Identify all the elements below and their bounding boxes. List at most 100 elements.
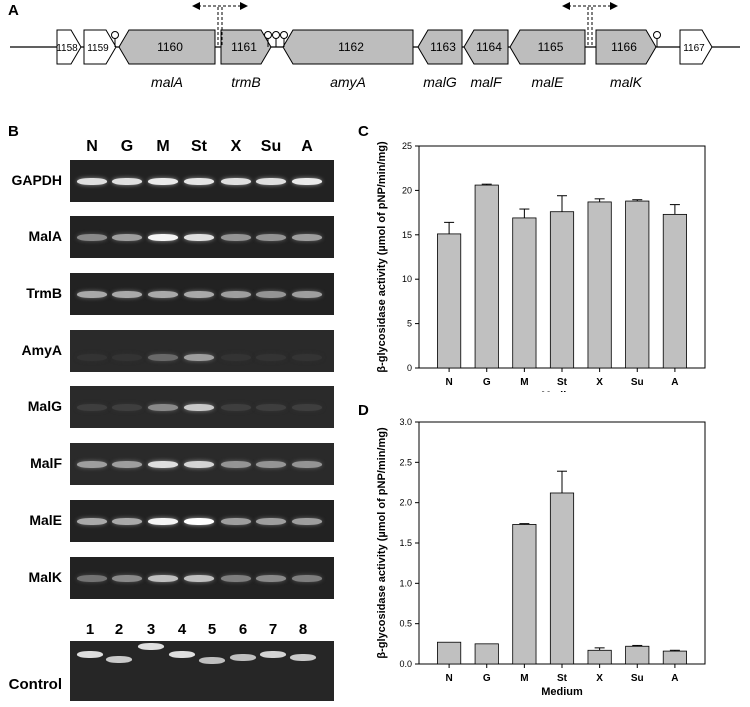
gene-name-malG: malG xyxy=(423,74,457,90)
control-lane-1: 1 xyxy=(85,621,95,638)
gene-name-trmB: trmB xyxy=(231,74,261,90)
gel-band xyxy=(221,291,251,298)
gel-band xyxy=(292,575,322,582)
control-band xyxy=(260,651,286,658)
y-tick-label: 2.5 xyxy=(399,457,412,467)
bar-X xyxy=(587,201,612,369)
x-tick-label-M: M xyxy=(520,377,528,388)
gene-id-1161: 1161 xyxy=(231,40,257,54)
gene-name-malE: malE xyxy=(531,74,564,90)
y-tick-label: 1.0 xyxy=(399,578,412,588)
gene-1167 xyxy=(679,29,713,65)
gel-band xyxy=(256,178,286,185)
gel-band xyxy=(148,291,178,298)
gene-id-1164: 1164 xyxy=(476,40,502,54)
gel-image xyxy=(70,500,334,542)
y-tick-label: 3.0 xyxy=(399,417,412,427)
x-tick-label-Su: Su xyxy=(631,377,644,388)
gene-cluster-map: 1158 1159 1160 1161 1162 1163 1164 1165 1166 1167 xyxy=(10,2,740,65)
gel-image xyxy=(70,216,334,258)
x-tick-label-St: St xyxy=(557,377,568,388)
chart-c: 0 5 10 15 20 25 N G M St X Su A Medium β-glycosidase a… xyxy=(376,141,706,392)
gene-id-1167: 1167 xyxy=(683,43,705,54)
x-axis-label: Medium xyxy=(541,686,583,698)
gene-1164 xyxy=(463,29,509,65)
gel-image xyxy=(70,330,334,372)
y-tick-label: 0.5 xyxy=(399,619,412,629)
gel-row-label: MalG xyxy=(27,398,62,414)
bar-St xyxy=(549,211,575,369)
gel-band xyxy=(148,461,178,468)
panel-label-d: D xyxy=(358,402,369,419)
gel-image xyxy=(70,273,334,315)
bar-M xyxy=(512,217,537,369)
control-lane-4: 4 xyxy=(177,621,187,638)
lane-header-N: N xyxy=(86,138,98,155)
control-band xyxy=(138,643,164,650)
y-axis-label: β-glycosidase activity (µmol of pNP/min/… xyxy=(376,141,388,373)
y-tick-label: 10 xyxy=(402,274,412,284)
bar-Su xyxy=(625,645,650,665)
lane-header-M: M xyxy=(156,138,170,155)
gel-row-label: TrmB xyxy=(26,285,62,301)
gel-band xyxy=(77,291,107,298)
gel-band xyxy=(184,291,214,298)
gene-shapes: 1158 1159 1160 1161 1162 1163 1164 1165 1166 1167 xyxy=(56,29,713,65)
gene-id-1165: 1165 xyxy=(538,40,564,54)
gel-band xyxy=(292,518,322,525)
gel-row-label: GAPDH xyxy=(11,172,62,188)
gel-band xyxy=(112,518,142,525)
y-tick-label: 20 xyxy=(402,185,412,195)
gene-id-1160: 1160 xyxy=(157,40,183,54)
gene-name-malF: malF xyxy=(470,74,502,90)
bar-A xyxy=(662,213,687,369)
control-band xyxy=(230,654,256,661)
gel-row-label: AmyA xyxy=(21,342,62,358)
bar-G xyxy=(474,184,499,369)
gel-band xyxy=(112,575,142,582)
gel-band xyxy=(112,461,142,468)
x-tick-label-M: M xyxy=(520,673,528,684)
arrowheads xyxy=(192,2,618,10)
control-band xyxy=(199,657,225,664)
bar-N xyxy=(437,641,462,665)
gel-band xyxy=(292,404,322,411)
gel-band xyxy=(256,234,286,241)
y-axis-label: β-glycosidase activity (µmol of pNP/min/… xyxy=(376,427,388,659)
gel-band xyxy=(148,404,178,411)
control-lane-7: 7 xyxy=(268,621,278,638)
gel-band xyxy=(221,404,251,411)
gel-band xyxy=(77,178,107,185)
control-gel-image xyxy=(70,641,334,701)
terminator-icons xyxy=(111,31,661,47)
gel-band xyxy=(148,518,178,525)
gene-name-malA: malA xyxy=(151,74,183,90)
lane-header-St: St xyxy=(191,138,207,155)
gel-band xyxy=(221,518,251,525)
promoter-arrows xyxy=(198,5,612,45)
control-label: Control xyxy=(8,676,62,693)
x-tick-label-A: A xyxy=(671,673,678,684)
lane-header-X: X xyxy=(230,138,242,155)
x-tick-label-N: N xyxy=(445,377,452,388)
gene-1163 xyxy=(417,29,463,65)
gel-band xyxy=(292,291,322,298)
x-tick-label-G: G xyxy=(483,673,491,684)
gene-1159 xyxy=(83,29,117,65)
gel-row-label: MalA xyxy=(28,228,62,244)
gel-image xyxy=(70,443,334,485)
y-tick-label: 25 xyxy=(402,141,412,151)
gel-band xyxy=(77,461,107,468)
bar-St xyxy=(549,492,575,665)
gel-row-label: MalK xyxy=(28,569,62,585)
bar-G xyxy=(474,643,499,665)
y-tick-label: 5 xyxy=(407,319,412,329)
gel-image xyxy=(70,557,334,599)
gel-band xyxy=(112,404,142,411)
bar-A xyxy=(662,650,687,665)
gel-band xyxy=(221,461,251,468)
control-band xyxy=(77,651,103,658)
panel-label-a: A xyxy=(8,2,19,19)
y-tick-label: 1.5 xyxy=(399,538,412,548)
gel-band xyxy=(256,354,286,361)
